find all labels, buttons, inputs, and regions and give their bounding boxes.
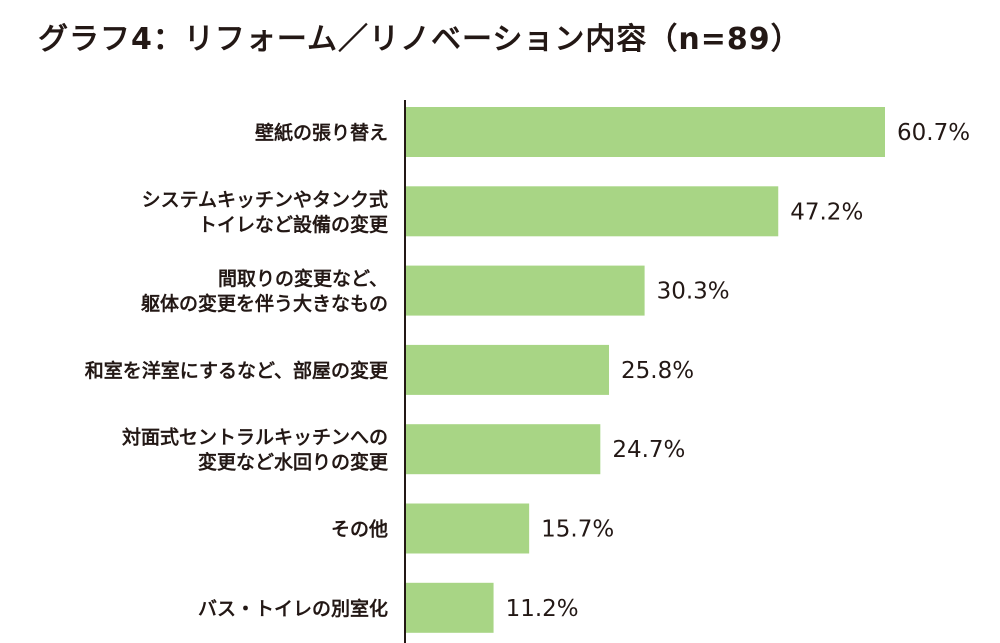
category-label-5: 対面式セントラルキッチンへの変更など水回りの変更 [121,426,389,474]
category-label-line: 対面式セントラルキッチンへの [121,426,388,449]
category-label-line: その他 [331,518,388,541]
bar-2 [405,186,779,237]
value-label-3: 30.3% [657,279,730,305]
category-label-line: トイレなど設備の変更 [198,213,389,236]
value-label-5: 24.7% [612,437,685,463]
category-label-4: 和室を洋室にするなど、部屋の変更 [85,359,389,382]
category-label-line: 壁紙の張り替え [255,121,388,144]
category-label-7: バス・トイレの別室化 [198,597,388,620]
bar-5 [405,424,601,475]
category-label-2: システムキッチンやタンク式トイレなど設備の変更 [142,188,389,236]
value-label-6: 15.7% [541,517,614,543]
category-label-line: 間取りの変更など、 [218,267,388,290]
category-label-line: システムキッチンやタンク式 [142,188,388,211]
value-label-7: 11.2% [506,596,579,622]
category-label-3: 間取りの変更など、躯体の変更を伴う大きなもの [140,267,388,315]
category-label-line: 和室を洋室にするなど、部屋の変更 [85,359,389,382]
category-label-6: その他 [331,518,388,541]
value-label-4: 25.8% [621,358,694,384]
bar-3 [405,265,645,316]
category-label-line: 躯体の変更を伴う大きなもの [140,292,388,315]
chart-title: グラフ4：リフォーム／リノベーション内容（n=89） [38,22,802,57]
bar-6 [405,503,530,554]
bar-7 [405,582,494,633]
category-label-line: 変更など水回りの変更 [198,451,389,474]
value-label-1: 60.7% [897,120,970,146]
value-label-2: 47.2% [790,199,863,225]
bar-4 [405,344,610,395]
category-label-1: 壁紙の張り替え [255,121,388,144]
category-label-line: バス・トイレの別室化 [198,597,388,620]
bar-1 [405,107,885,157]
